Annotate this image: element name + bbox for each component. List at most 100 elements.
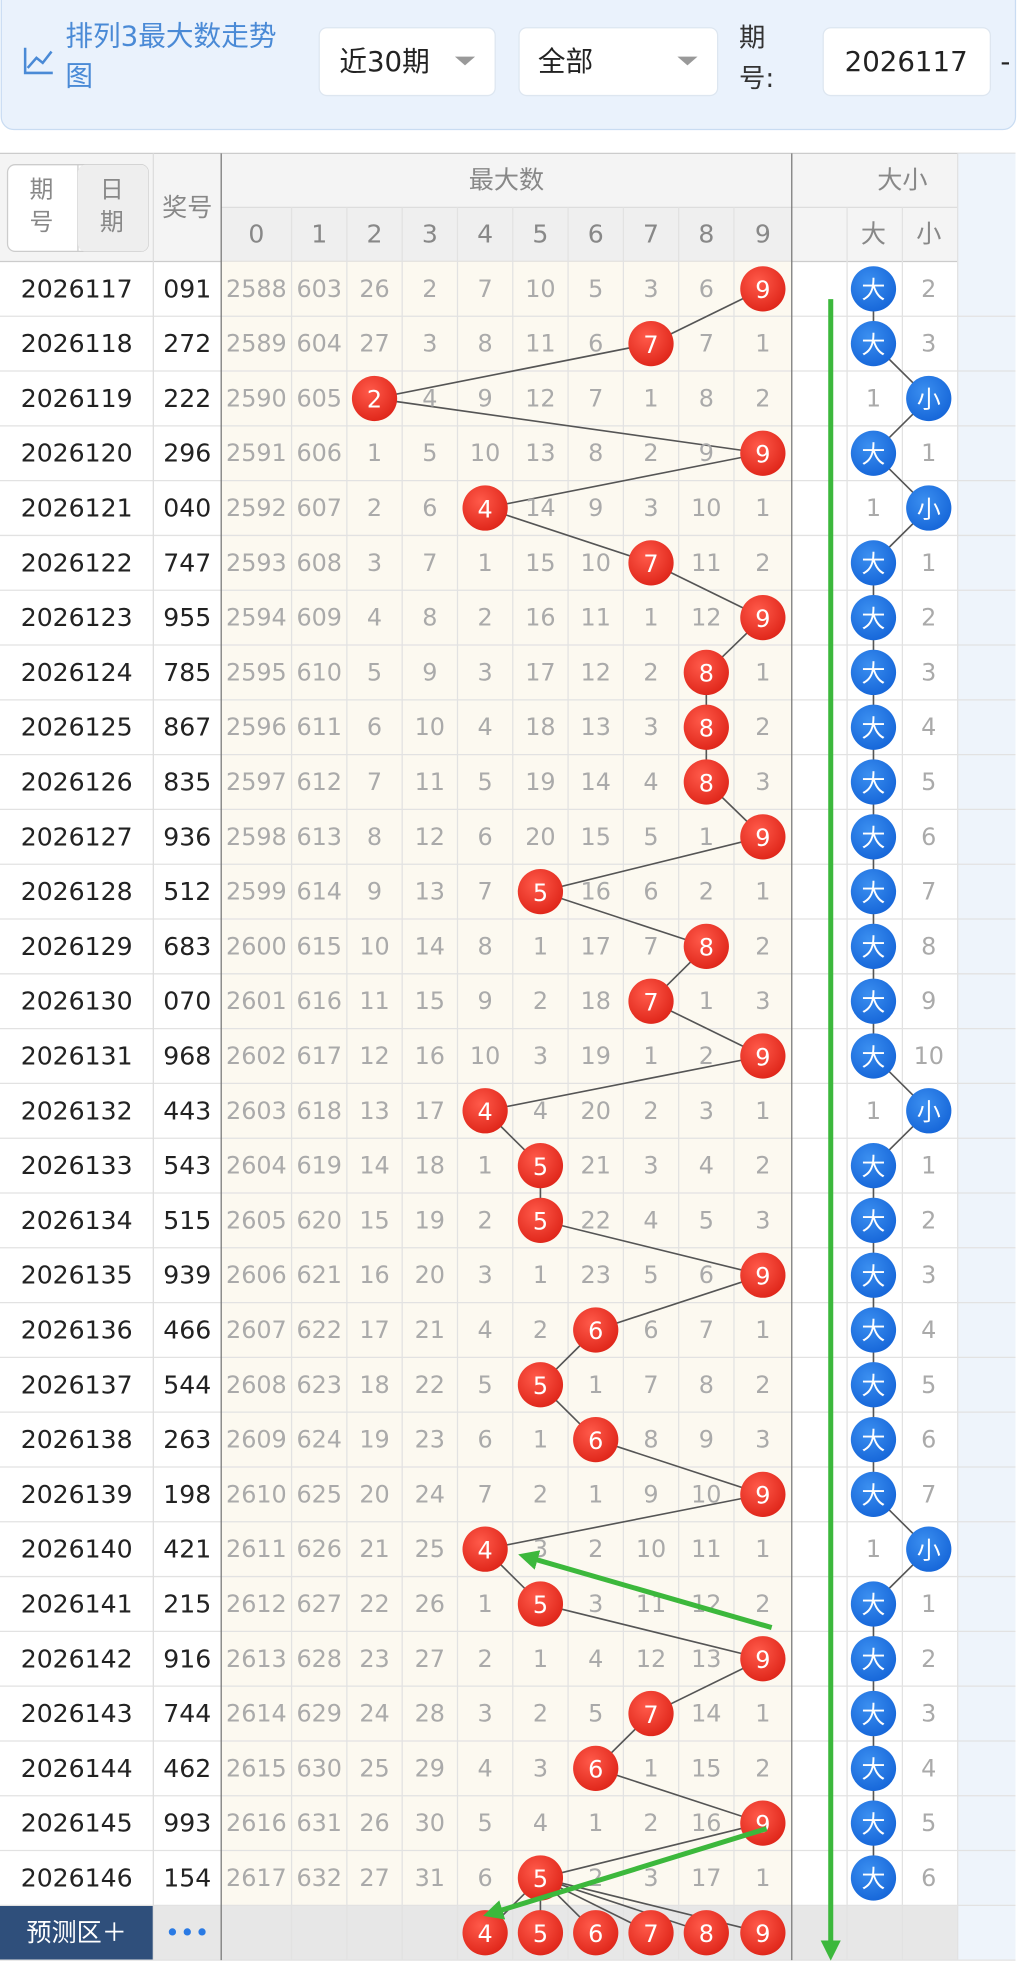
miss-count: 2606 — [226, 1261, 287, 1289]
size-count: 4 — [921, 1754, 936, 1782]
miss-count: 31 — [415, 1864, 445, 1892]
miss-count: 2612 — [226, 1590, 287, 1618]
period: 2026144 — [21, 1754, 133, 1783]
filter-select[interactable] — [518, 27, 719, 97]
prize-number: 462 — [163, 1754, 211, 1783]
miss-count: 610 — [296, 658, 342, 686]
ball-text: 小 — [917, 1098, 941, 1126]
miss-count: 10 — [581, 549, 611, 577]
miss-count: 17 — [415, 1097, 445, 1125]
ball — [683, 759, 729, 805]
size-count: 3 — [921, 658, 936, 686]
miss-count: 16 — [525, 604, 555, 632]
miss-count: 1 — [643, 384, 658, 412]
miss-count: 27 — [415, 1645, 445, 1673]
miss-count: 20 — [581, 1097, 611, 1125]
ball — [683, 649, 729, 696]
prize-number: 744 — [163, 1699, 211, 1728]
trend-line — [484, 452, 764, 509]
forecast-label-bg — [0, 1905, 154, 1961]
trend-line — [595, 1274, 764, 1331]
ball — [850, 1745, 897, 1791]
toggle-period[interactable]: 期号 — [29, 175, 54, 237]
trend-line — [484, 1493, 764, 1550]
ball-text: 大 — [862, 1208, 886, 1236]
miss-count: 10 — [359, 932, 389, 960]
ball — [850, 1800, 897, 1846]
size-count: 6 — [921, 823, 936, 851]
miss-count: 6 — [367, 713, 382, 741]
miss-count: 2 — [755, 932, 770, 960]
period: 2026138 — [21, 1425, 133, 1454]
ball-text: 大 — [862, 934, 886, 962]
digit-header: 7 — [643, 219, 659, 248]
miss-count: 12 — [636, 1645, 666, 1673]
trend-line — [540, 1822, 764, 1879]
trend-line — [540, 1603, 764, 1660]
ball — [850, 1416, 897, 1463]
miss-count: 6 — [422, 494, 437, 522]
miss-count: 9 — [699, 1426, 714, 1454]
miss-count: 26 — [359, 1809, 389, 1837]
toggle-date[interactable]: 日期 — [99, 175, 124, 237]
miss-count: 17 — [525, 658, 555, 686]
period: 2026126 — [21, 768, 133, 797]
ball-text: 大 — [862, 769, 886, 797]
miss-count: 1 — [478, 1152, 493, 1180]
miss-count: 2596 — [226, 713, 287, 741]
miss-count: 7 — [699, 1316, 714, 1344]
miss-count: 3 — [755, 987, 770, 1015]
miss-count: 30 — [415, 1809, 445, 1837]
miss-count: 4 — [533, 1809, 548, 1837]
toggle-box: 日期 — [99, 175, 124, 237]
green-arrow — [483, 1826, 768, 1920]
ball — [573, 1745, 619, 1791]
ball-text: 大 — [862, 331, 886, 359]
miss-count: 2 — [755, 1590, 770, 1618]
size-header: 大 — [861, 219, 886, 248]
miss-count: 605 — [296, 384, 342, 412]
ball — [850, 704, 897, 750]
period: 2026121 — [21, 494, 133, 523]
forecast-label[interactable]: 预测区＋ — [26, 1918, 127, 1947]
miss-count: 1 — [755, 494, 770, 522]
miss-count: 1 — [533, 1645, 548, 1673]
miss-count: 2592 — [226, 494, 287, 522]
size-count: 3 — [921, 330, 936, 358]
miss-count: 6 — [478, 1864, 493, 1892]
miss-count: 2617 — [226, 1864, 287, 1892]
miss-count: 26 — [415, 1590, 445, 1618]
ball-text: 大 — [862, 1591, 886, 1619]
ball — [573, 1910, 619, 1956]
range-select[interactable] — [318, 27, 496, 97]
ball-text: 9 — [755, 824, 770, 852]
ball — [740, 1252, 786, 1298]
ball-text: 5 — [533, 1153, 548, 1181]
header-title-box: 排列3最大数走势图 — [65, 21, 276, 93]
miss-count: 27 — [359, 1864, 389, 1892]
miss-count: 2605 — [226, 1206, 287, 1234]
issue-input[interactable] — [822, 27, 991, 97]
digit-header: 8 — [698, 219, 714, 248]
miss-count: 23 — [581, 1261, 611, 1289]
prize-number: 512 — [163, 877, 211, 906]
ball-text: 9 — [755, 605, 770, 633]
ball-text: 大 — [862, 1646, 886, 1674]
ball — [850, 540, 897, 586]
miss-count: 2 — [643, 658, 658, 686]
miss-count: 1 — [755, 330, 770, 358]
prize-number: 154 — [163, 1863, 211, 1892]
miss-count: 3 — [643, 275, 658, 303]
period: 2026128 — [21, 877, 133, 906]
forecast-more[interactable]: ••• — [165, 1918, 209, 1947]
miss-count: 615 — [296, 932, 342, 960]
miss-count: 10 — [691, 494, 721, 522]
miss-count: 1 — [533, 1426, 548, 1454]
miss-count: 14 — [415, 932, 445, 960]
miss-count: 625 — [296, 1480, 342, 1508]
miss-count: 12 — [415, 823, 445, 851]
ball-text: 9 — [755, 1646, 770, 1674]
miss-count: 628 — [296, 1645, 342, 1673]
ball-text: 9 — [755, 1262, 770, 1290]
miss-count: 8 — [367, 823, 382, 851]
